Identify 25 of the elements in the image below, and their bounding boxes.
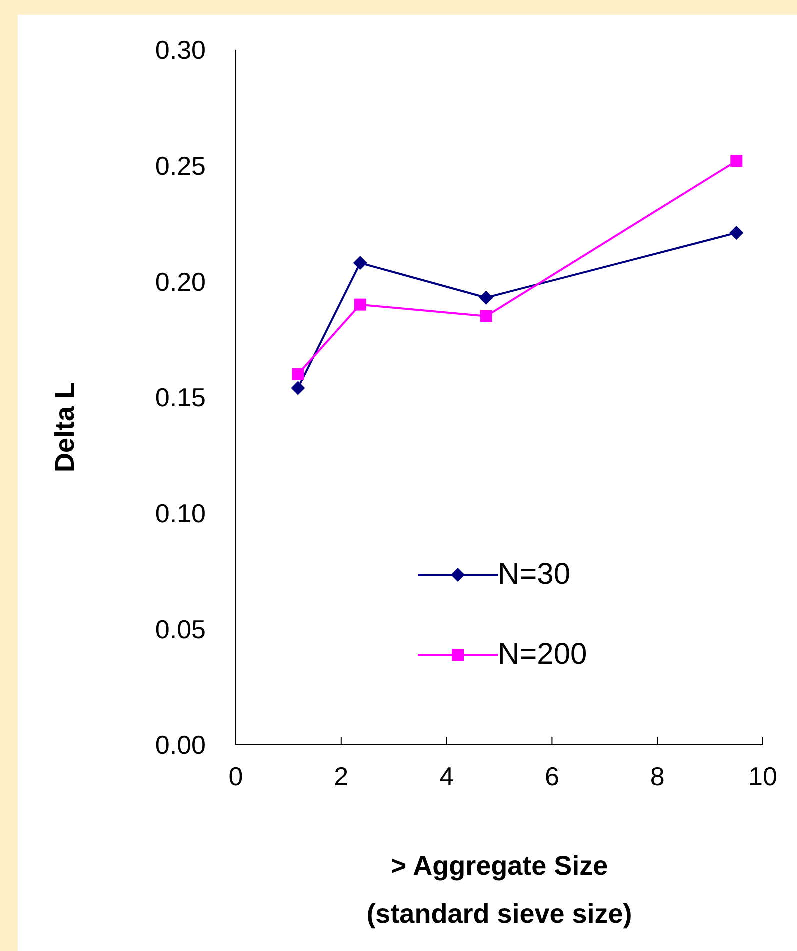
y-tick-label: 0.30 bbox=[155, 35, 206, 66]
y-tick-label: 0.10 bbox=[155, 498, 206, 529]
x-tick-label: 2 bbox=[334, 761, 349, 792]
point bbox=[730, 226, 744, 240]
point bbox=[291, 381, 306, 396]
point bbox=[353, 256, 368, 270]
y-tick-label: 0.25 bbox=[155, 151, 206, 182]
point bbox=[354, 298, 366, 311]
x-axis-title: > Aggregate Size (standard sieve size) bbox=[366, 851, 632, 929]
y-tick-label: 0.15 bbox=[155, 382, 206, 413]
y-tick-label: 0.00 bbox=[155, 730, 206, 760]
point bbox=[480, 310, 492, 322]
y-tick-label: 0.20 bbox=[155, 266, 206, 297]
x-tick-label: 10 bbox=[748, 761, 778, 792]
point bbox=[292, 368, 304, 380]
y-tick-label: 0.05 bbox=[155, 614, 206, 644]
legend-label: N=30 bbox=[498, 558, 571, 592]
x-tick-label: 0 bbox=[228, 761, 244, 792]
y-axis-title: Delta L bbox=[50, 382, 80, 473]
x-tick-label: 8 bbox=[650, 761, 665, 792]
point bbox=[730, 155, 743, 168]
x-tick-label: 6 bbox=[544, 761, 560, 792]
x-tick-label: 4 bbox=[440, 761, 454, 792]
point bbox=[479, 290, 494, 305]
legend-label: N=200 bbox=[498, 638, 588, 672]
